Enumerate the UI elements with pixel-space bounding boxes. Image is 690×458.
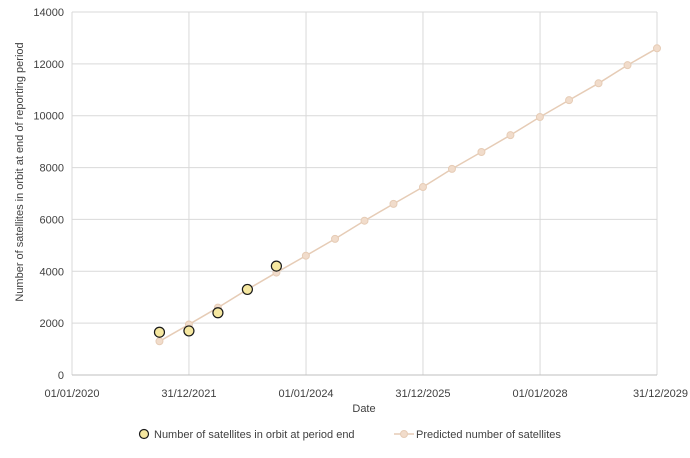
actual-point: [270, 260, 282, 272]
actual-point: [212, 307, 224, 319]
predicted-point: [301, 251, 310, 260]
predicted-point: [565, 96, 574, 105]
predicted-series: [155, 44, 661, 346]
legend-marker-actual: [138, 428, 150, 440]
y-tick-label: 10000: [33, 111, 64, 123]
predicted-point: [447, 164, 456, 173]
x-tick-label: 01/01/2020: [44, 388, 99, 400]
x-tick-label: 31/12/2021: [161, 388, 216, 400]
x-tick-label: 31/12/2025: [395, 388, 450, 400]
x-tick-label: 01/01/2024: [279, 388, 334, 400]
actual-point: [153, 326, 166, 338]
predicted-point: [594, 79, 603, 88]
legend: Number of satellites in orbit at period …: [138, 428, 561, 441]
legend-label-actual: Number of satellites in orbit at period …: [154, 429, 355, 441]
predicted-point: [623, 61, 632, 70]
predicted-point: [155, 337, 164, 346]
y-tick-label: 14000: [33, 7, 64, 19]
actual-point: [183, 325, 195, 337]
legend-marker-predicted: [400, 430, 408, 438]
predicted-point: [653, 44, 661, 53]
predicted-point: [477, 148, 486, 157]
axes: 0 2000 4000 6000 8000 10000 12000 14000 01/01/20…: [33, 7, 688, 400]
legend-label-predicted: Predicted number of satellites: [416, 429, 561, 441]
gridlines: [71, 11, 658, 376]
y-axis-title: Number of satellites in orbit at end of …: [14, 42, 26, 301]
x-tick-label: 31/12/2029: [633, 388, 688, 400]
y-tick-label: 2000: [40, 318, 64, 330]
y-tick-label: 8000: [40, 163, 64, 175]
x-tick-label: 01/01/2028: [513, 388, 568, 400]
predicted-point: [418, 183, 427, 192]
predicted-line: [159, 47, 658, 342]
actual-series: [153, 260, 282, 338]
y-tick-label: 4000: [40, 266, 64, 278]
predicted-point: [506, 131, 515, 140]
actual-point: [241, 283, 254, 296]
predicted-point: [331, 234, 340, 243]
predicted-point: [389, 199, 398, 208]
predicted-point: [535, 113, 544, 122]
y-tick-label: 12000: [33, 59, 64, 71]
y-tick-label: 0: [58, 370, 64, 382]
y-tick-label: 6000: [40, 214, 64, 226]
predicted-point: [360, 216, 369, 225]
x-axis-title: Date: [352, 403, 375, 415]
